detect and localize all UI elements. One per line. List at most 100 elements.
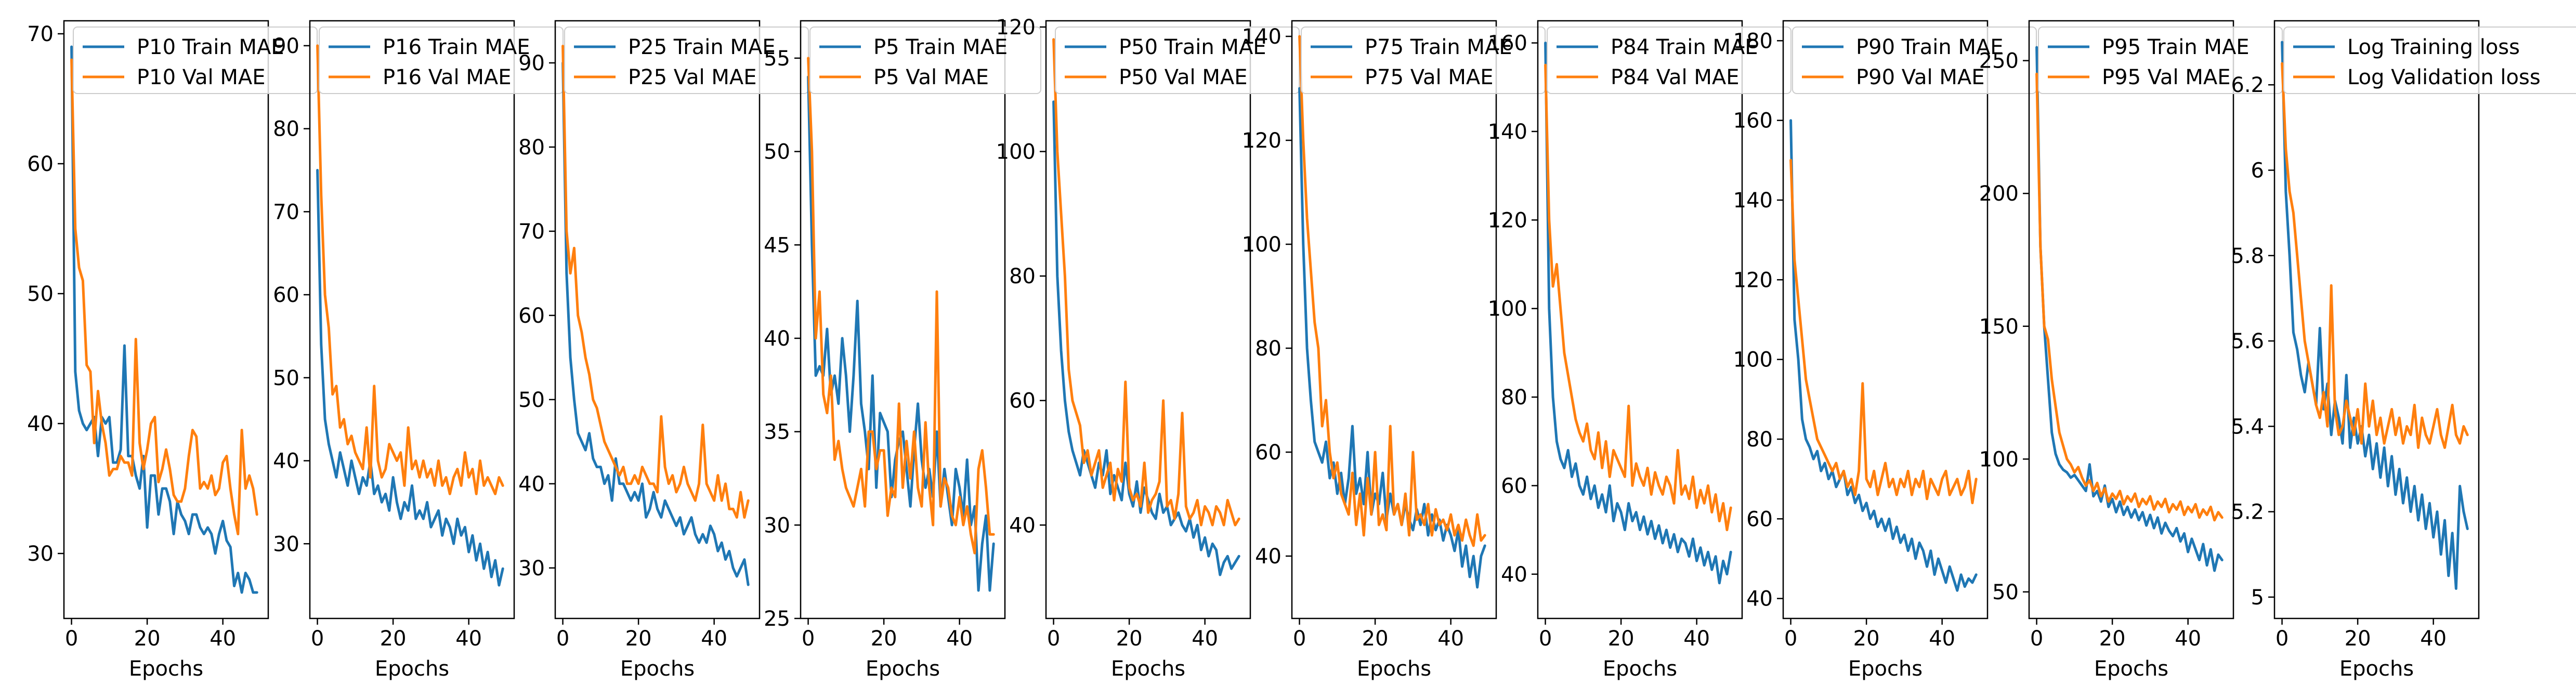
x-axis-label: Epochs [620,657,695,681]
y-tick-label: 140 [1488,120,1527,144]
x-tick-label: 0 [1539,627,1552,651]
x-tick-label: 40 [946,627,973,651]
x-tick-label: 40 [1437,627,1464,651]
y-tick-label: 55 [764,47,790,71]
y-tick-label: 50 [518,388,545,412]
legend: P5 Train MAE P5 Val MAE [809,27,1041,94]
plot-frame [800,20,1006,619]
plot-frame [2273,20,2480,619]
plot-frame [309,20,515,619]
y-tick-label: 5.6 [2231,329,2264,353]
legend-label: P25 Train MAE [628,35,776,59]
legend-label: P75 Train MAE [1365,35,1512,59]
y-tick-label: 6 [2251,159,2264,183]
x-axis-label: Epochs [1111,657,1185,681]
series-line-train [316,169,504,587]
legend: P90 Train MAE P90 Val MAE [1792,27,2037,94]
y-tick-label: 90 [518,51,545,75]
y-tick-label: 60 [518,304,545,328]
legend-label: P16 Val MAE [383,65,511,89]
legend-label: P50 Train MAE [1119,35,1266,59]
x-tick-label: 20 [1608,627,1634,651]
y-tick-label: 70 [518,220,545,244]
legend: Log Training loss Log Validation loss [2283,27,2576,94]
series-line-val [1298,35,1486,547]
x-tick-label: 40 [1929,627,1955,651]
legend: P50 Train MAE P50 Val MAE [1055,27,1300,94]
series-line-train [561,61,750,586]
y-tick-label: 5.8 [2231,244,2264,268]
x-tick-label: 0 [65,627,78,651]
y-tick-label: 40 [1255,545,1282,569]
series-line-val [1544,63,1732,532]
y-tick-label: 40 [27,412,54,436]
x-tick-label: 40 [210,627,236,651]
legend-label: P90 Val MAE [1856,65,1984,89]
series-line-val [2281,62,2469,449]
y-tick-label: 40 [1501,563,1527,587]
plot-frame [63,20,269,619]
series-line-train [70,45,258,594]
y-tick-label: 160 [1733,109,1773,133]
y-tick-label: 50 [273,366,299,390]
y-tick-label: 40 [1009,513,1036,537]
chart-panel-8: 0 20 40 40 60 80 100 120 140 160 180 Epochs P90 Trai… [1733,20,2037,681]
legend: P16 Train MAE P16 Val MAE [319,27,564,94]
legend-box [809,27,1041,94]
x-tick-label: 40 [455,627,482,651]
y-tick-label: 80 [1009,265,1036,288]
x-tick-label: 40 [2420,627,2447,651]
x-tick-label: 0 [1293,627,1306,651]
chart-panel-3: 0 20 40 30 40 50 60 70 80 90 Epochs P25 Train MAE P2… [518,20,809,681]
plot-frame [1537,20,1743,619]
y-tick-label: 160 [1488,32,1527,56]
x-tick-label: 0 [1047,627,1060,651]
x-tick-label: 0 [2276,627,2289,651]
x-axis-label: Epochs [866,657,940,681]
y-tick-label: 40 [1746,587,1773,611]
y-tick-label: 60 [273,283,299,307]
x-tick-label: 0 [802,627,815,651]
y-tick-label: 100 [1979,447,2019,471]
x-tick-label: 20 [1362,627,1389,651]
legend-label: P5 Train MAE [873,35,1008,59]
y-tick-label: 60 [1501,474,1527,498]
y-tick-label: 120 [1733,268,1773,292]
y-tick-label: 40 [518,472,545,496]
x-axis-label: Epochs [2094,657,2168,681]
x-tick-label: 40 [1683,627,1710,651]
series-line-val [2035,72,2224,522]
y-tick-label: 35 [764,420,790,444]
series-line-val [1052,38,1240,526]
y-tick-label: 200 [1979,182,2019,206]
y-tick-label: 100 [996,140,1036,164]
legend-label: P5 Val MAE [873,65,989,89]
legend-label: P95 Train MAE [2102,35,2250,59]
x-tick-label: 20 [871,627,897,651]
plot-frame [2028,20,2234,619]
chart-panel-1: 0 20 40 30 40 50 60 70 Epochs P10 Train MAE P10 Va… [27,20,318,681]
series-line-val [561,45,750,519]
legend: P10 Train MAE P10 Val MAE [73,27,318,94]
x-tick-label: 20 [380,627,407,651]
y-tick-label: 60 [1255,441,1282,465]
series-line-val [807,57,995,555]
x-tick-label: 0 [556,627,569,651]
y-tick-label: 120 [1488,208,1527,232]
legend: P84 Train MAE P84 Val MAE [1547,27,1792,94]
series-line-train [2035,46,2224,572]
y-tick-label: 5.4 [2231,415,2264,439]
y-tick-label: 80 [273,117,299,141]
y-tick-label: 80 [1501,386,1527,410]
x-axis-label: Epochs [1603,657,1677,681]
plot-frame [1782,20,1989,619]
legend-label: Log Training loss [2347,35,2520,59]
x-tick-label: 40 [701,627,727,651]
y-tick-label: 70 [273,200,299,224]
legend-label: P10 Train MAE [137,35,284,59]
x-tick-label: 0 [2030,627,2043,651]
